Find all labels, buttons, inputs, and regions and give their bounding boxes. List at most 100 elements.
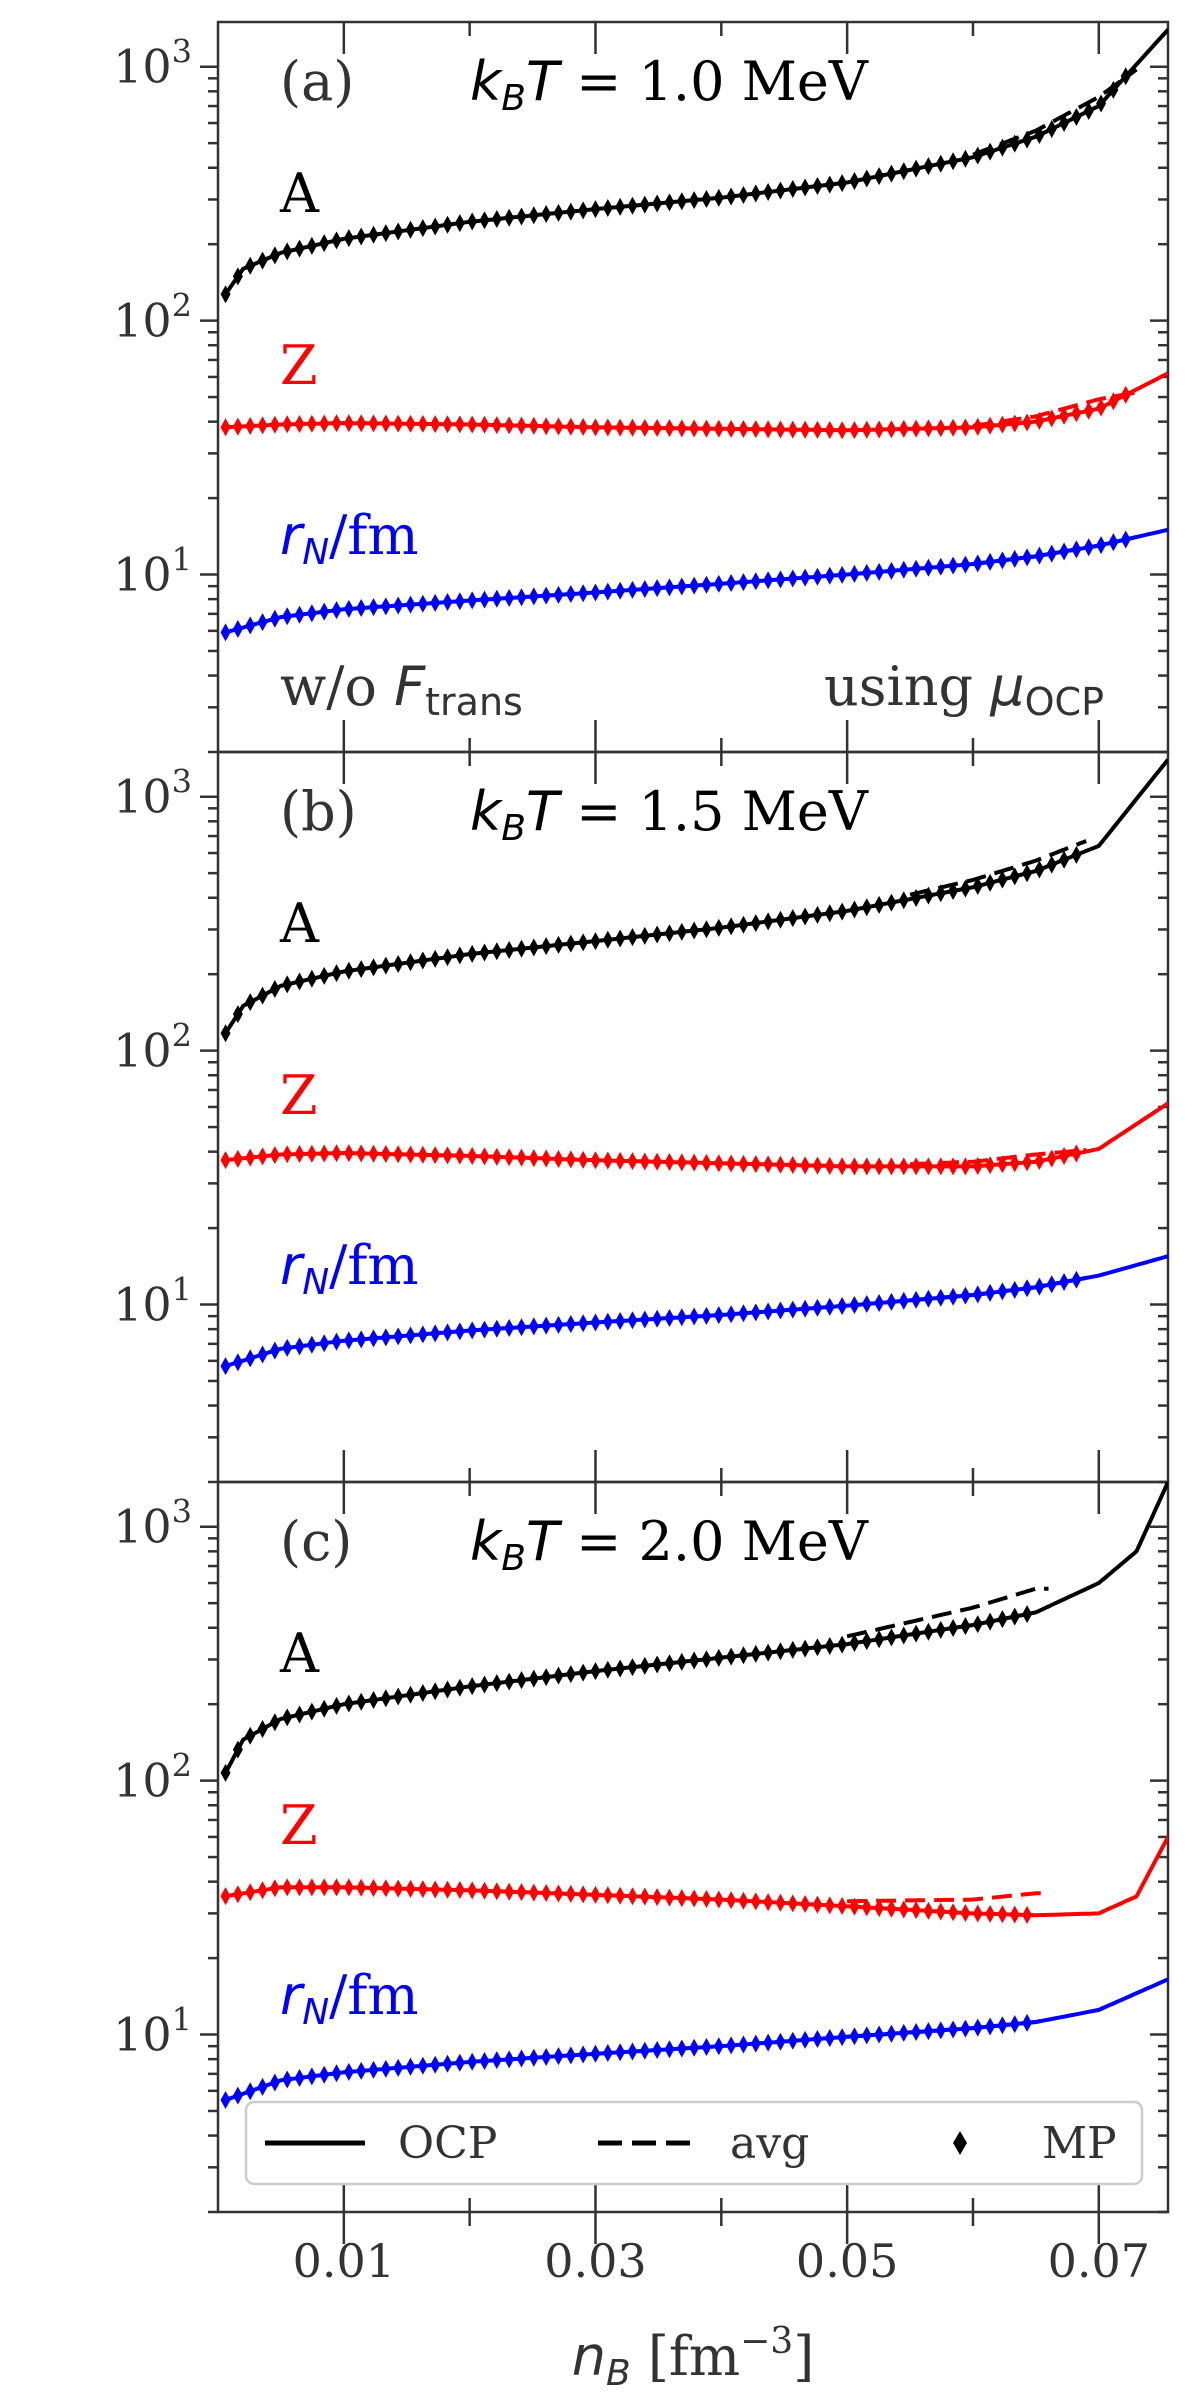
mp-marker — [430, 1880, 441, 1899]
mp-marker — [935, 419, 946, 438]
mp-markers-rN — [220, 1270, 1082, 1376]
mp-marker — [245, 616, 256, 635]
mp-marker — [1009, 1280, 1020, 1299]
mp-marker — [812, 1895, 823, 1914]
mp-marker — [516, 1318, 527, 1337]
mp-marker — [923, 1289, 934, 1308]
mp-marker — [491, 1674, 502, 1693]
mp-marker — [972, 2018, 983, 2037]
mp-marker — [282, 2070, 293, 2089]
mp-marker — [713, 574, 724, 593]
mp-marker — [800, 1299, 811, 1318]
mp-marker — [245, 1883, 256, 1902]
y-tick-label: 101 — [113, 541, 192, 602]
mp-marker — [553, 585, 564, 604]
mp-marker — [393, 1687, 404, 1706]
mp-marker — [874, 2025, 885, 2044]
mp-marker — [541, 586, 552, 605]
mp-marker — [220, 1024, 231, 1043]
mp-marker — [763, 183, 774, 202]
mp-marker — [1059, 406, 1070, 425]
mp-marker — [664, 1153, 675, 1172]
mp-marker — [590, 932, 601, 951]
mp-marker — [417, 1880, 428, 1899]
mp-marker — [1022, 864, 1033, 883]
xlabel-unit: [fm — [631, 2325, 740, 2388]
mp-marker — [738, 573, 749, 592]
mp-marker — [664, 924, 675, 943]
mp-marker — [664, 1309, 675, 1328]
mp-marker — [701, 1306, 712, 1325]
mp-marker — [627, 1152, 638, 1171]
mp-marker — [245, 256, 256, 275]
mp-marker — [393, 954, 404, 973]
mp-marker — [516, 1883, 527, 1902]
mp-marker — [726, 917, 737, 936]
mp-marker — [504, 416, 515, 435]
mp-marker — [319, 966, 330, 985]
mp-marker — [676, 922, 687, 941]
mp-marker — [615, 1659, 626, 1678]
mp-marker — [911, 1901, 922, 1920]
mp-marker — [331, 601, 342, 620]
mp-marker — [491, 1319, 502, 1338]
mp-marker — [590, 200, 601, 219]
mp-marker — [405, 414, 416, 433]
temp-T: T — [526, 780, 563, 843]
mp-marker — [948, 1287, 959, 1306]
temp-sub: B — [501, 808, 526, 849]
mp-marker — [911, 1157, 922, 1176]
mp-marker — [220, 1887, 231, 1906]
mp-marker — [738, 1304, 749, 1323]
mp-marker — [417, 1145, 428, 1164]
mp-marker — [578, 1314, 589, 1333]
mp-marker — [294, 1705, 305, 1724]
mp-marker — [467, 1321, 478, 1340]
mp-marker — [282, 1878, 293, 1897]
mp-marker — [442, 1880, 453, 1899]
y-tick-base: 10 — [113, 2008, 172, 2062]
xlabel-sym: n — [572, 2325, 606, 2388]
mp-marker — [1022, 2013, 1033, 2032]
mp-marker — [639, 1887, 650, 1906]
mp-marker — [824, 175, 835, 194]
x-axis-label: nB [fm−3] — [572, 2321, 815, 2394]
mp-marker — [948, 152, 959, 171]
mp-marker — [1120, 385, 1131, 404]
note-right: using μOCP — [824, 655, 1104, 724]
mp-marker — [257, 1345, 268, 1364]
series-label-Z: Z — [280, 1064, 318, 1127]
mp-marker — [849, 1296, 860, 1315]
mp-marker — [1046, 1275, 1057, 1294]
mp-marker — [923, 1157, 934, 1176]
mp-marker — [541, 1668, 552, 1687]
rn-sub: N — [302, 1992, 329, 2033]
y-tick-base: 10 — [113, 294, 172, 348]
mp-marker — [565, 2046, 576, 2065]
mp-marker — [541, 417, 552, 436]
mp-marker — [294, 415, 305, 434]
mp-marker — [454, 592, 465, 611]
mp-marker — [664, 193, 675, 212]
mp-marker — [467, 415, 478, 434]
mp-marker — [713, 1154, 724, 1173]
mp-marker — [331, 2064, 342, 2083]
mp-marker — [393, 414, 404, 433]
mp-marker — [294, 605, 305, 624]
mp-marker — [430, 949, 441, 968]
mp-marker — [972, 554, 983, 573]
mp-marker — [837, 421, 848, 440]
mp-marker — [257, 613, 268, 632]
rn-sym: r — [280, 1234, 305, 1297]
mp-marker — [972, 1615, 983, 1634]
mp-marker — [738, 915, 749, 934]
mp-marker — [787, 1894, 798, 1913]
mp-marker — [368, 2060, 379, 2079]
mp-marker — [800, 420, 811, 439]
legend-label-ocp: OCP — [398, 2118, 497, 2169]
y-tick-exponent: 3 — [172, 1493, 192, 1531]
panel-label: (b) — [280, 780, 357, 843]
mp-marker — [405, 220, 416, 239]
mp-marker — [652, 1309, 663, 1328]
mp-marker — [331, 414, 342, 433]
